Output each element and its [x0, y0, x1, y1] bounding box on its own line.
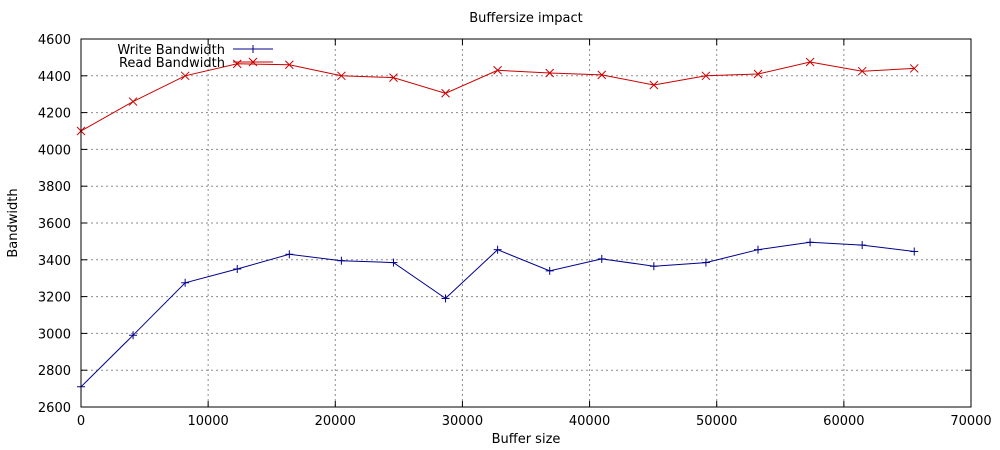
- data-point: [285, 250, 294, 259]
- data-point: [441, 88, 450, 98]
- data-point: [857, 66, 867, 76]
- axis-ticks: 0 10000 20000 30000 40000 50000 60000 70000 2600…: [38, 33, 992, 429]
- plot-series: [76, 57, 919, 391]
- y-tick-label: 3000: [38, 327, 71, 342]
- y-tick-label: 4000: [38, 143, 71, 158]
- x-tick-label: 10000: [187, 414, 228, 429]
- data-point: [545, 68, 555, 78]
- series-line: [80, 61, 915, 132]
- data-point: [909, 64, 919, 73]
- x-tick-label: 30000: [442, 414, 483, 429]
- data-point: [701, 71, 711, 81]
- data-point: [233, 265, 242, 273]
- legend-marker: [249, 45, 257, 53]
- y-axis-label: Bandwidth: [6, 188, 21, 257]
- legend-marker: [248, 57, 258, 67]
- x-tick-label: 20000: [315, 414, 356, 429]
- data-point: [389, 73, 398, 82]
- y-tick-label: 2800: [38, 364, 71, 379]
- y-tick-label: 4600: [38, 33, 71, 48]
- data-point: [805, 57, 815, 67]
- data-point: [128, 97, 138, 106]
- data-point: [545, 266, 554, 275]
- data-point: [337, 256, 346, 265]
- data-point: [754, 245, 763, 254]
- data-point: [858, 241, 867, 250]
- data-point: [493, 245, 502, 254]
- data-point: [806, 238, 815, 247]
- y-tick-label: 3200: [38, 291, 71, 306]
- x-tick-label: 70000: [950, 414, 991, 429]
- data-point: [701, 258, 710, 267]
- x-axis-label: Buffer size: [492, 432, 561, 447]
- data-point: [337, 71, 346, 81]
- plot-frame: [80, 38, 972, 408]
- legend-item: Read Bandwidth: [119, 56, 273, 71]
- x-tick-label: 0: [77, 414, 85, 429]
- data-point: [649, 262, 658, 271]
- x-tick-label: 50000: [696, 414, 737, 429]
- x-tick-label: 60000: [823, 414, 864, 429]
- data-point: [129, 331, 138, 340]
- data-point: [180, 71, 190, 81]
- x-tick-label: 40000: [569, 414, 610, 429]
- grid: [81, 39, 971, 407]
- data-point: [181, 278, 190, 287]
- data-point: [389, 258, 398, 267]
- data-point: [753, 69, 763, 79]
- data-point: [441, 294, 450, 303]
- y-tick-label: 3400: [38, 254, 71, 269]
- y-tick-label: 3800: [38, 180, 71, 195]
- data-point: [597, 70, 607, 80]
- series-write-bandwidth: [77, 238, 919, 391]
- data-point: [284, 60, 294, 70]
- y-tick-label: 4200: [38, 107, 71, 122]
- y-tick-label: 4400: [38, 70, 71, 85]
- y-tick-label: 2600: [38, 401, 71, 416]
- legend-label: Write Bandwidth: [117, 43, 225, 58]
- data-point: [910, 247, 919, 256]
- chart-title: Buffersize impact: [469, 11, 583, 26]
- data-point: [597, 254, 606, 263]
- data-point: [493, 65, 502, 75]
- legend-label: Read Bandwidth: [119, 56, 225, 71]
- y-tick-label: 3600: [38, 217, 71, 232]
- data-point: [232, 59, 242, 69]
- data-point: [649, 80, 659, 90]
- legend-item: Write Bandwidth: [117, 43, 273, 58]
- series-line: [80, 241, 915, 388]
